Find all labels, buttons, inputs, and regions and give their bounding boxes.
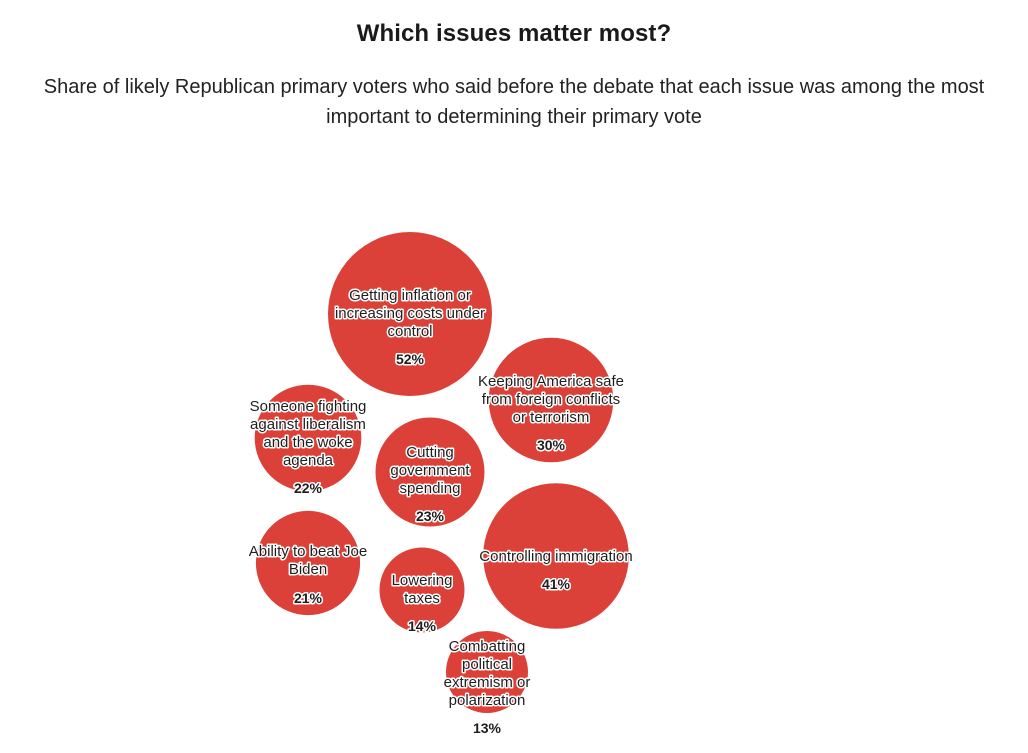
bubble-5	[255, 510, 361, 616]
bubble-6	[379, 547, 465, 633]
chart-title: Which issues matter most?	[356, 20, 672, 47]
bubble-2	[488, 337, 614, 463]
bubble-label-3: Cutting government spending	[390, 444, 470, 497]
bubble-value-2: 30%	[537, 437, 566, 453]
bubble-label-7: Combatting political extremism or polarizat…	[444, 638, 531, 709]
bubble-0	[328, 232, 492, 396]
bubble-value-4: 22%	[294, 480, 323, 496]
bubble-value-1: 41%	[542, 576, 571, 592]
chart-subtitle: Share of likely Republican primary voter…	[43, 76, 985, 128]
bubble-value-6: 14%	[408, 618, 437, 634]
bubble-7	[446, 631, 528, 713]
bubble-label-2: Keeping America safe from foreign conflic…	[478, 373, 624, 426]
bubble-1	[483, 483, 629, 629]
bubble-value-3: 23%	[416, 508, 445, 524]
bubble-value-5: 21%	[294, 590, 323, 606]
bubble-label-1: Controlling immigration	[479, 548, 632, 565]
bubble-label-6: Lowering taxes	[392, 572, 453, 607]
bubble-value-0: 52%	[396, 351, 425, 367]
bubble-label-4: Someone fighting against liberalism and th…	[250, 398, 367, 469]
bubble-3	[375, 417, 485, 527]
bubble-label-0: Getting inflation or increasing costs und…	[335, 287, 485, 340]
bubble-value-7: 13%	[473, 720, 502, 736]
bubble-label-5: Ability to beat Joe Biden	[249, 543, 367, 578]
bubble-4	[254, 384, 362, 492]
